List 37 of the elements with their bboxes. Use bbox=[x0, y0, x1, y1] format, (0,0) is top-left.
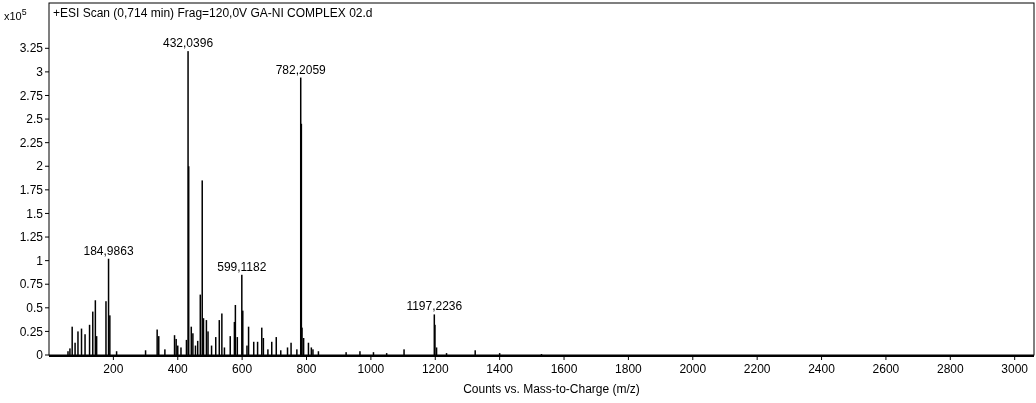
x-tick-label: 200 bbox=[103, 362, 124, 376]
y-tick-label: 1.75 bbox=[19, 183, 44, 198]
x-tick-label: 3000 bbox=[1001, 362, 1029, 376]
y-tick-label: 0.25 bbox=[19, 324, 44, 339]
y-tick-label: 2.75 bbox=[19, 88, 44, 103]
y-tick-label: 0.5 bbox=[26, 301, 44, 316]
y-tick-label: 1 bbox=[36, 253, 44, 268]
x-tick-label: 600 bbox=[232, 362, 253, 376]
x-tick-label: 1200 bbox=[421, 362, 449, 376]
x-tick-label: 1400 bbox=[486, 362, 514, 376]
annotation: 599,1182 bbox=[217, 259, 267, 274]
x-tick-label: 800 bbox=[296, 362, 317, 376]
y-tick-label: 1.5 bbox=[26, 206, 44, 221]
y-tick-label: 3 bbox=[36, 65, 44, 80]
x-tick-label: 1000 bbox=[357, 362, 385, 376]
annotation: 184,9863 bbox=[83, 243, 134, 258]
y-tick-label: 0 bbox=[36, 348, 44, 363]
y-tick-label: 2.25 bbox=[19, 135, 44, 150]
annotation: 782,2059 bbox=[275, 62, 327, 77]
y-tick-label: 3.25 bbox=[19, 41, 44, 56]
chart-title: +ESI Scan (0,714 min) Frag=120,0V GA-NI COMPLEX 02.d bbox=[53, 6, 373, 20]
y-axis-title: x10$^{5}$ bbox=[4, 7, 27, 22]
x-axis-title: Counts vs. Mass-to-Charge (m/z) bbox=[463, 382, 640, 396]
y-tick-label: 0.75 bbox=[19, 277, 44, 292]
annotation: 1197,2236 bbox=[406, 299, 463, 314]
x-tick-label: 400 bbox=[167, 362, 189, 376]
x-tick-label: 2000 bbox=[679, 362, 707, 376]
y-tick-label: 2.5 bbox=[26, 112, 44, 127]
x-tick-label: 1800 bbox=[615, 362, 643, 376]
x-tick-label: 2200 bbox=[743, 362, 771, 376]
x-tick-label: 2600 bbox=[872, 362, 900, 376]
y-tick-label: 2 bbox=[36, 159, 44, 174]
x-tick-label: 2400 bbox=[808, 362, 836, 376]
y-tick-label: 1.25 bbox=[19, 230, 44, 245]
x-tick-label: 1600 bbox=[550, 362, 578, 376]
annotation: 432,0396 bbox=[163, 36, 214, 51]
x-tick-label: 2800 bbox=[936, 362, 964, 376]
